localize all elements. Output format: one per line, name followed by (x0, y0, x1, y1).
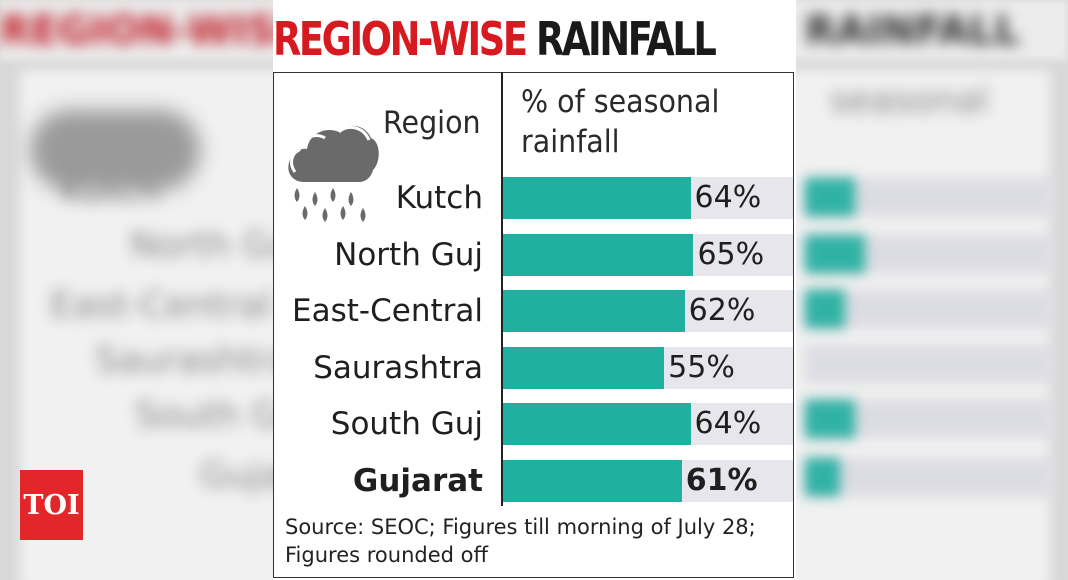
category-label: Kutch (395, 180, 483, 216)
value-label: 64% (694, 406, 762, 442)
value-label: 61% (685, 463, 758, 498)
source-note: Source: SEOC; Figures till morning of Ju… (285, 515, 756, 567)
bar (503, 460, 682, 502)
category-label: Saurashtra (313, 349, 483, 386)
percent-column-header: % of seasonal rainfall (521, 84, 720, 160)
chart-frame (273, 72, 794, 578)
value-label: 64% (694, 180, 762, 215)
value-label: 55% (668, 349, 735, 385)
title-part-1: REGION-WISE (273, 12, 528, 66)
bar (503, 233, 694, 276)
bar (503, 177, 691, 219)
title-part-2: RAINFALL (536, 12, 717, 66)
rain-cloud-icon (288, 125, 379, 222)
category-label: East-Central (292, 293, 483, 330)
axis-divider (501, 72, 503, 506)
region-column-header: Region (383, 105, 481, 141)
value-label: 62% (688, 293, 756, 329)
chart-title: REGION-WISE RAINFALL (273, 12, 717, 72)
toi-logo: TOI (20, 470, 83, 540)
bar (503, 403, 691, 446)
bar (503, 290, 685, 333)
category-label: South Guj (330, 406, 483, 443)
value-label: 65% (697, 236, 765, 272)
category-label: Gujarat (352, 463, 483, 499)
category-label: North Guj (334, 236, 483, 273)
bar (503, 346, 665, 389)
